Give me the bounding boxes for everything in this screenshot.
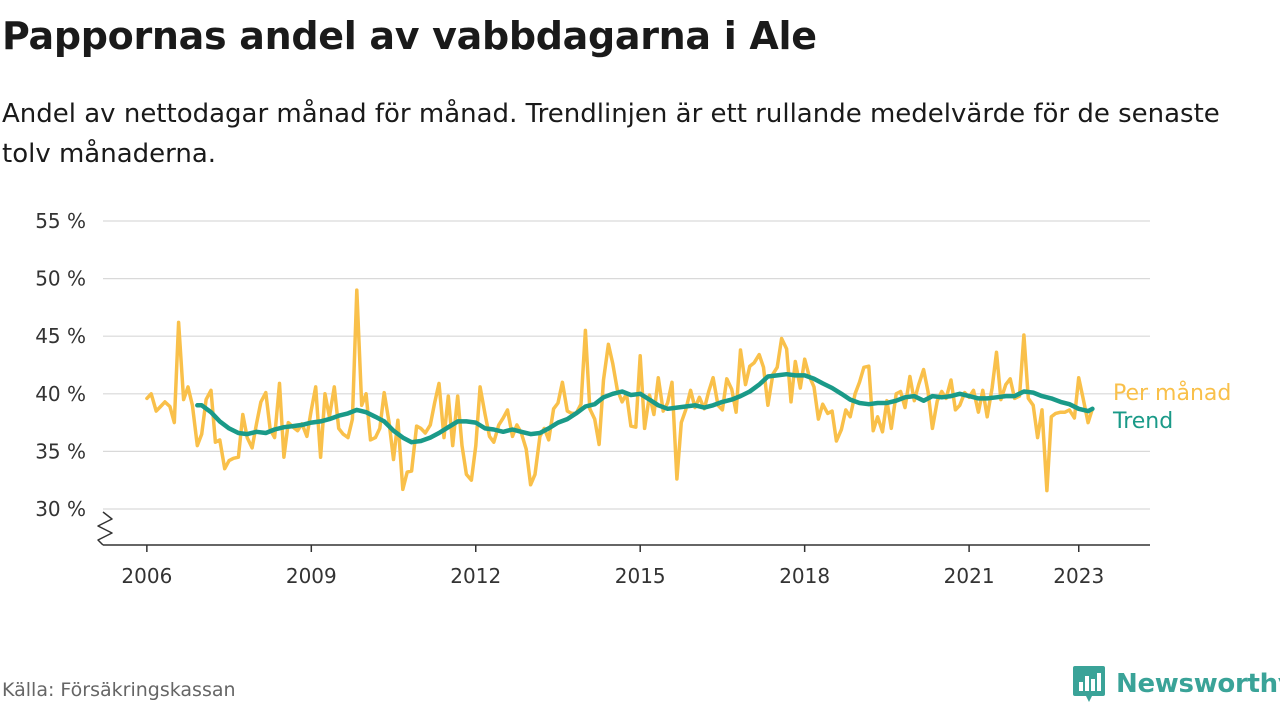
source-note: Källa: Försäkringskassan: [2, 679, 236, 701]
series-line-per-manad: [145, 288, 1095, 493]
x-tick-label: 2023: [1053, 564, 1104, 588]
chart-subtitle: Andel av nettodagar månad för månad. Tre…: [2, 99, 1220, 169]
bar-chart-icon: [1073, 666, 1105, 702]
y-tick-label: 55 %: [35, 209, 86, 233]
chart-title: Pappornas andel av vabbdagarna i Ale: [2, 14, 817, 58]
x-tick-label: 2018: [779, 564, 830, 588]
series-label-per-manad: Per månad: [1113, 380, 1231, 406]
y-tick-label: 50 %: [35, 267, 86, 291]
x-axis: [97, 511, 1150, 552]
y-tick-label: 45 %: [35, 324, 86, 348]
x-tick-label: 2015: [615, 564, 666, 588]
x-tick-label: 2012: [450, 564, 501, 588]
series-label-trend: Trend: [1112, 409, 1173, 434]
grid-lines: [103, 220, 1150, 510]
series-line-trend: [195, 371, 1095, 445]
x-tick-label: 2021: [944, 564, 995, 588]
series-labels: Per månad Trend: [1112, 380, 1231, 434]
y-tick-label: 40 %: [35, 382, 86, 406]
y-axis-break: [97, 511, 113, 546]
x-tick-label: 2006: [121, 564, 172, 588]
series-lines: [145, 288, 1095, 493]
x-tick-label: 2009: [286, 564, 337, 588]
y-tick-label: 30 %: [35, 497, 86, 521]
y-axis-tick-labels: 30 % 35 % 40 % 45 % 50 % 55 %: [35, 209, 86, 521]
brand-name: Newsworthy: [1116, 669, 1280, 699]
x-axis-tick-labels: 2006 2009 2012 2015 2018 2021 2023: [121, 564, 1104, 588]
brand-logo: Newsworthy: [1072, 664, 1280, 704]
y-tick-label: 35 %: [35, 439, 86, 463]
